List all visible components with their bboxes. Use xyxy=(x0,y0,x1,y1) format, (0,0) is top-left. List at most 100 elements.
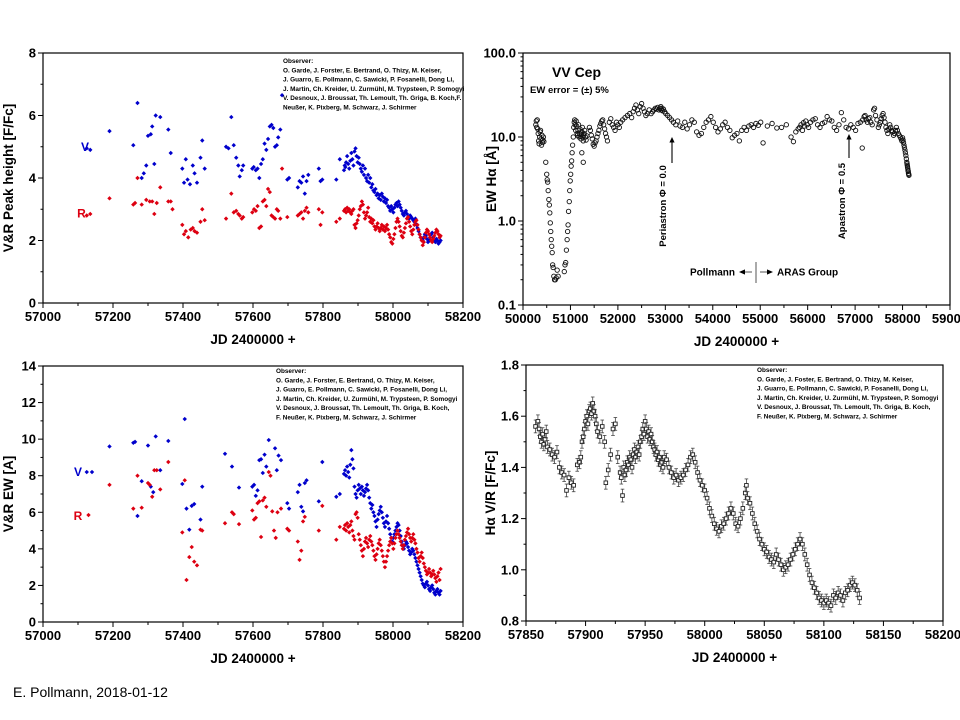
data-point xyxy=(237,174,242,179)
x-tick-label: 58050 xyxy=(746,627,782,642)
data-point xyxy=(773,552,779,557)
data-point xyxy=(537,127,544,133)
data-point xyxy=(182,416,187,422)
data-point xyxy=(237,213,242,218)
data-point xyxy=(609,122,615,128)
observer-legend: Observer: O. Garde, J. Forster, E. Bertra… xyxy=(276,368,458,422)
data-point xyxy=(88,211,93,217)
data-point xyxy=(638,100,645,107)
data-point xyxy=(588,132,594,138)
x-tick-label: 57200 xyxy=(95,628,131,643)
data-point xyxy=(279,92,285,98)
data-point xyxy=(876,122,882,128)
data-point xyxy=(436,232,441,237)
data-point xyxy=(413,219,418,224)
legend-title: Observer: xyxy=(276,368,306,375)
data-point xyxy=(570,134,576,140)
chart-halpha-vr-ratio: 57850 57900 57950 58000 58050 58100 58150 58200… xyxy=(483,358,960,666)
data-point xyxy=(278,216,283,221)
data-point xyxy=(652,447,657,452)
data-point xyxy=(379,191,384,196)
legend-line: V. Desnoux, J. Broussat, Th. Lemoult, Th… xyxy=(283,95,462,102)
data-point xyxy=(391,236,396,242)
data-point xyxy=(200,528,205,533)
series-label-v: V xyxy=(81,140,89,154)
data-point xyxy=(757,536,762,542)
data-point xyxy=(899,135,906,141)
data-point xyxy=(414,217,419,223)
data-point xyxy=(262,141,267,146)
data-point xyxy=(369,506,374,511)
data-point xyxy=(341,471,347,477)
data-point xyxy=(371,510,376,515)
data-point xyxy=(586,124,593,131)
data-point xyxy=(184,577,189,583)
data-point xyxy=(361,210,367,215)
y-tick-label: 8 xyxy=(29,46,36,61)
data-point xyxy=(395,216,400,221)
data-point xyxy=(295,185,300,190)
data-point xyxy=(285,214,290,220)
legend-line: V. Desnoux, J. Broussat, Th. Lemoult, Th… xyxy=(276,405,450,412)
data-point xyxy=(686,122,693,128)
y-tick-label: 1.4 xyxy=(501,460,520,475)
data-point xyxy=(542,436,548,442)
data-point xyxy=(398,539,403,544)
series-EW xyxy=(533,100,912,283)
legend-line: V. Desnoux, J. Broussat, Th. Lemoult, Th… xyxy=(757,404,931,411)
data-point xyxy=(320,503,325,509)
data-point xyxy=(279,166,285,171)
data-point xyxy=(135,473,140,478)
data-point xyxy=(316,499,321,504)
data-point xyxy=(762,547,767,552)
data-point xyxy=(564,236,570,243)
data-point xyxy=(316,166,321,171)
data-point xyxy=(352,222,357,228)
data-point xyxy=(714,526,719,532)
data-point xyxy=(262,495,267,500)
legend-line: J. Guarro, E. Pollmann, C. Sawicki, P. F… xyxy=(757,386,928,393)
data-point xyxy=(826,600,831,606)
data-point xyxy=(900,137,906,143)
data-point xyxy=(628,114,635,121)
data-point xyxy=(152,468,157,473)
data-point xyxy=(559,470,564,475)
data-point xyxy=(358,203,363,209)
data-point xyxy=(371,217,376,223)
legend-line: O. Garde, J. Forster, E. Bertrand, O. Th… xyxy=(283,67,442,74)
data-point xyxy=(306,210,311,215)
data-point xyxy=(610,426,616,432)
data-point xyxy=(736,138,742,144)
legend-title: Observer: xyxy=(757,367,787,374)
data-point xyxy=(257,225,262,231)
y-tick-label: 4 xyxy=(29,541,37,556)
data-point xyxy=(728,506,734,511)
data-point xyxy=(894,127,900,133)
data-point xyxy=(860,117,866,123)
data-point xyxy=(567,187,573,194)
data-point xyxy=(628,457,634,462)
data-point xyxy=(380,553,386,559)
data-point xyxy=(348,462,353,467)
data-point xyxy=(200,484,205,489)
data-point xyxy=(615,454,620,460)
data-point xyxy=(255,166,260,171)
arrow-up-icon xyxy=(846,134,852,158)
data-point xyxy=(272,216,278,221)
data-point xyxy=(353,491,358,497)
data-point xyxy=(633,454,638,460)
data-point xyxy=(226,146,231,151)
data-point xyxy=(594,134,600,140)
data-point xyxy=(578,454,584,460)
data-point xyxy=(724,124,731,131)
data-point xyxy=(891,130,898,137)
data-point xyxy=(166,438,171,444)
data-point xyxy=(562,262,568,268)
data-point xyxy=(535,419,541,424)
data-point xyxy=(413,216,418,221)
data-point xyxy=(411,227,416,232)
data-point xyxy=(84,213,89,218)
data-point xyxy=(360,553,366,559)
data-point xyxy=(258,534,264,540)
